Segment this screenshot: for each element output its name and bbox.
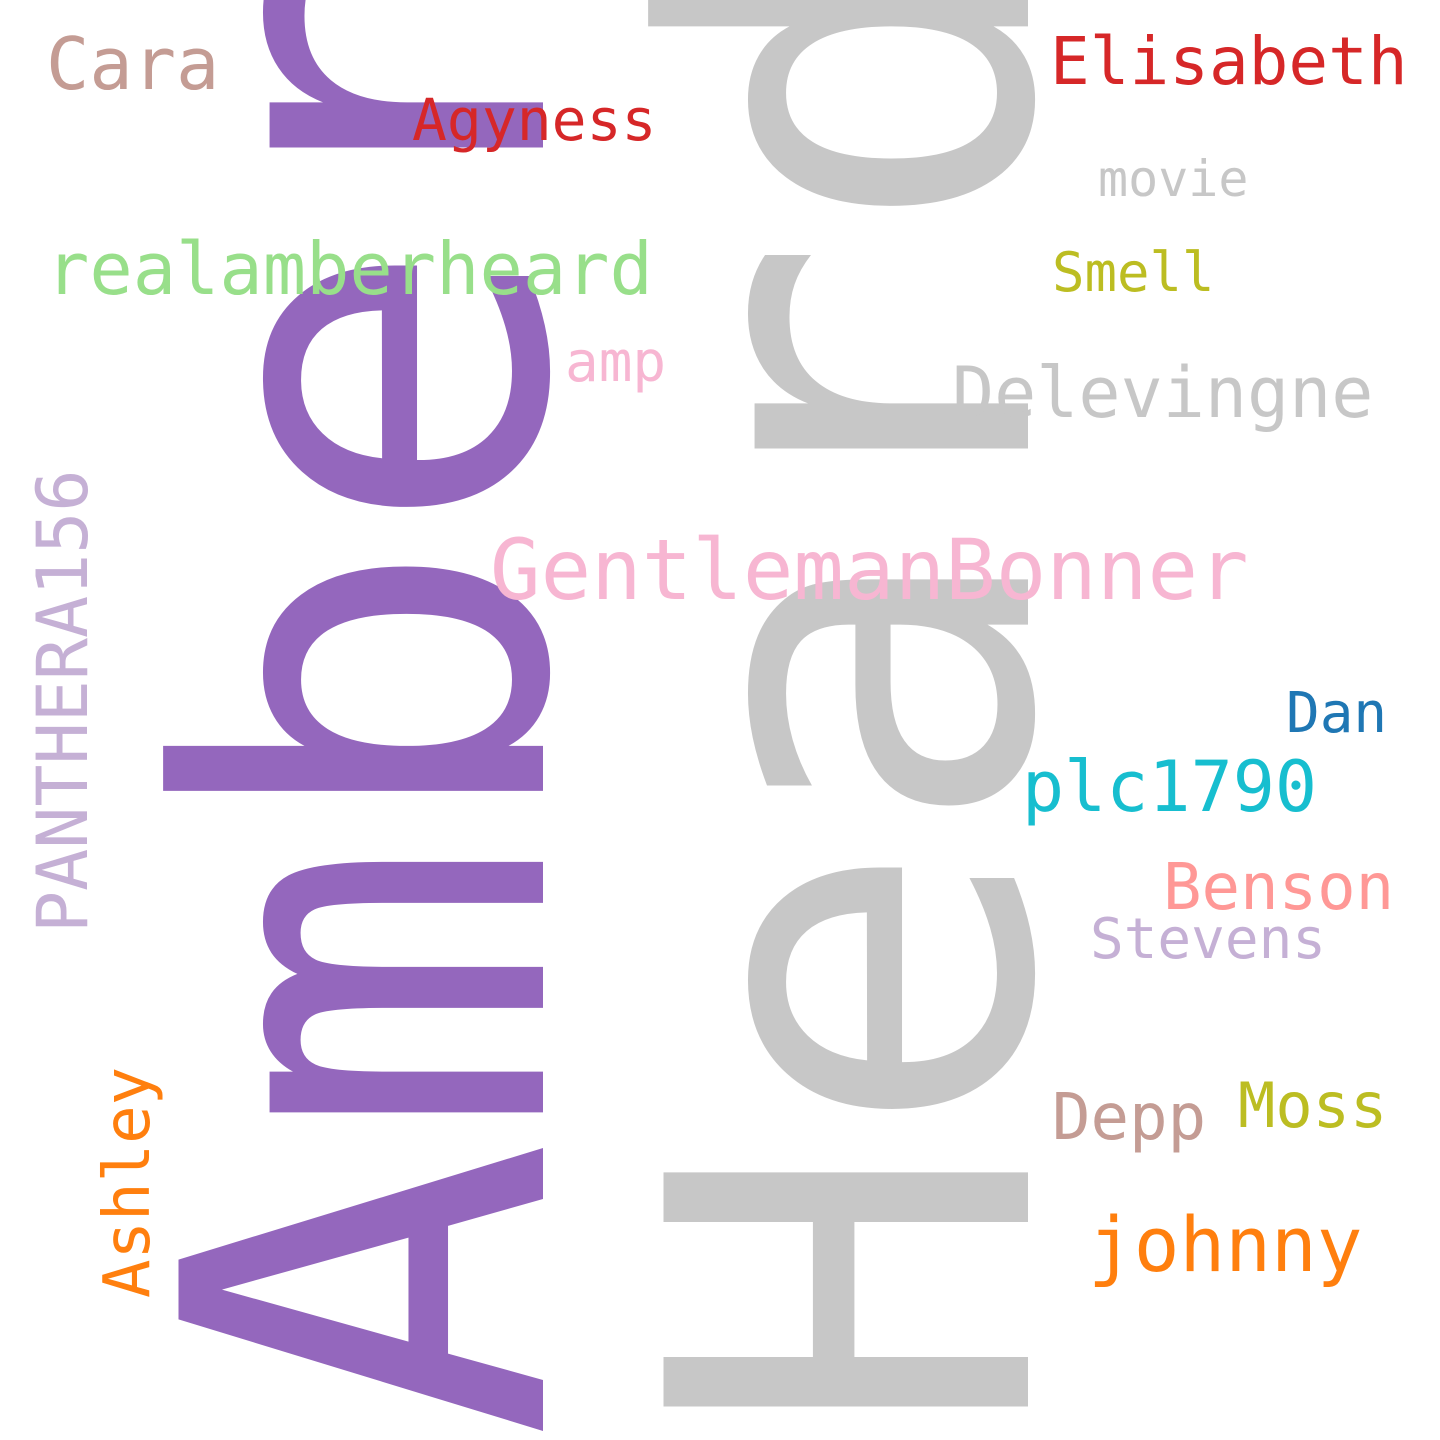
word-realamberheard: realamberheard (46, 227, 653, 311)
word-amp: amp (565, 330, 667, 395)
word-stevens: Stevens (1090, 907, 1327, 972)
word-heard: Heard (564, 0, 1146, 1440)
word-benson: Benson (1163, 851, 1395, 925)
word-johnny: johnny (1088, 1200, 1363, 1289)
word-gentlemanbonner: GentlemanBonner (490, 521, 1249, 619)
word-depp: Depp (1052, 1081, 1207, 1155)
word-panthera156: PANTHERA156 (22, 469, 104, 933)
word-amber: Amber (79, 0, 661, 1440)
word-moss: Moss (1238, 1069, 1388, 1142)
word-elisabeth: Elisabeth (1050, 23, 1408, 100)
word-plc1790: plc1790 (1022, 746, 1318, 828)
word-movie: movie (1098, 150, 1249, 208)
word-ashley: Ashley (91, 1066, 165, 1298)
word-delevingne: Delevingne (952, 352, 1374, 434)
word-cara: Cara (46, 22, 220, 106)
word-dan: Dan (1286, 681, 1388, 746)
word-smell: Smell (1052, 241, 1215, 304)
word-agyness: Agyness (412, 86, 657, 154)
